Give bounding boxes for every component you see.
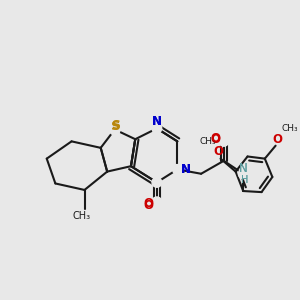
Text: N: N bbox=[152, 116, 162, 128]
Circle shape bbox=[238, 169, 248, 178]
Text: H: H bbox=[241, 175, 248, 185]
Text: O: O bbox=[143, 197, 153, 211]
Text: O: O bbox=[143, 199, 153, 212]
Text: N: N bbox=[181, 163, 191, 176]
Text: O: O bbox=[210, 133, 220, 146]
Circle shape bbox=[152, 178, 162, 187]
Text: S: S bbox=[111, 119, 120, 132]
Circle shape bbox=[219, 136, 229, 146]
Text: N: N bbox=[239, 162, 248, 175]
Circle shape bbox=[152, 124, 162, 133]
Text: O: O bbox=[213, 145, 224, 158]
Text: S: S bbox=[111, 120, 121, 133]
Text: O: O bbox=[210, 132, 220, 145]
Text: CH₃: CH₃ bbox=[72, 211, 90, 221]
Text: N: N bbox=[152, 116, 162, 128]
Circle shape bbox=[152, 197, 162, 207]
Text: O: O bbox=[273, 133, 283, 146]
Text: CH₃: CH₃ bbox=[281, 124, 298, 133]
Text: CH₃: CH₃ bbox=[199, 137, 216, 146]
Circle shape bbox=[109, 124, 120, 135]
Text: H: H bbox=[241, 175, 248, 185]
Text: N: N bbox=[239, 162, 248, 175]
Text: N: N bbox=[181, 163, 191, 176]
Circle shape bbox=[172, 165, 182, 174]
